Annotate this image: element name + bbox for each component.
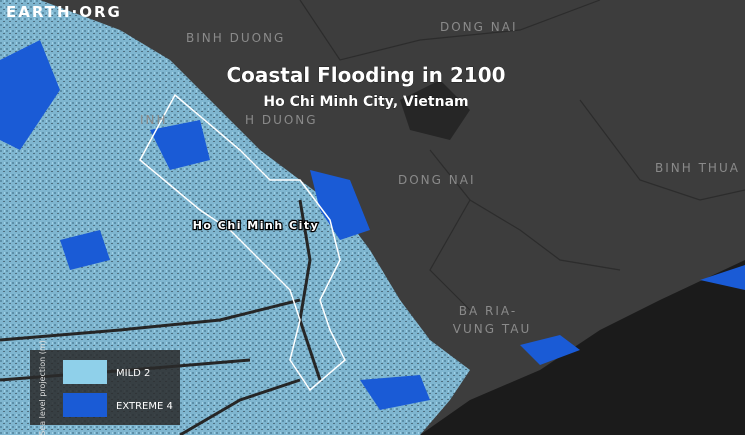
flood-extreme xyxy=(0,40,745,410)
brand: EARTH·ORG xyxy=(6,3,122,21)
sea xyxy=(420,260,745,435)
legend: Sea level projection (m) MILD 2 EXTREME … xyxy=(30,340,180,435)
city-label: Ho Chi Minh City xyxy=(193,219,320,232)
legend-label: EXTREME 4 xyxy=(116,401,173,412)
place-label: INH xyxy=(140,113,168,127)
legend-swatch xyxy=(63,360,107,384)
title: Coastal Flooding in 2100 xyxy=(226,63,505,87)
place-label: BINH THUA xyxy=(655,161,740,175)
rivers xyxy=(0,199,322,435)
city-boundary xyxy=(139,93,346,392)
place-label: H DUONG xyxy=(245,113,318,127)
legend-label: MILD 2 xyxy=(116,368,150,379)
place-label: BINH DUONG xyxy=(186,31,285,45)
place-label: DONG NAI xyxy=(398,173,476,187)
flood-mild xyxy=(0,0,470,435)
legend-swatch xyxy=(63,393,107,417)
place-label: VUNG TAU xyxy=(453,322,531,336)
lake xyxy=(400,80,470,140)
place-label: DONG NAI xyxy=(440,20,518,34)
legend-title: Sea level projection (m) xyxy=(38,340,47,435)
subtitle: Ho Chi Minh City, Vietnam xyxy=(263,94,468,110)
boundaries xyxy=(299,0,745,311)
place-label: BA RIA- xyxy=(459,304,517,318)
